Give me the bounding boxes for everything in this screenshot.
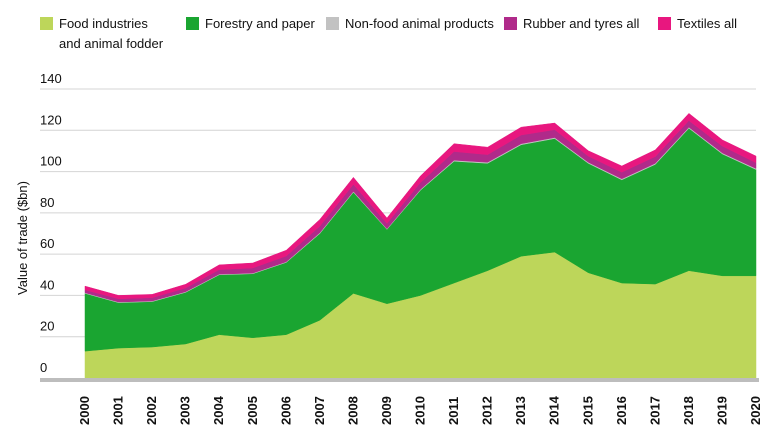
y-tick-label: 100 — [40, 154, 62, 169]
legend-label-textiles: Textiles all — [677, 16, 737, 31]
x-tick-label: 2004 — [211, 395, 226, 425]
y-tick-label: 120 — [40, 112, 62, 127]
legend-label-food-industries: Food industries and animal fodder — [59, 16, 164, 51]
x-axis-ticks: 2000 2001 2002 2003 2004 2005 2006 2007 2008 2009… — [77, 395, 763, 425]
legend-swatch-rubber-tyres — [504, 17, 517, 30]
y-tick-label: 60 — [40, 236, 54, 251]
legend-swatch-food-industries — [40, 17, 53, 30]
legend-item-textiles: Textiles all — [658, 14, 737, 34]
x-tick-label: 2014 — [547, 395, 562, 425]
legend-swatch-textiles — [658, 17, 671, 30]
x-tick-label: 2012 — [480, 396, 495, 425]
x-tick-label: 2002 — [144, 396, 159, 425]
x-tick-label: 2016 — [614, 396, 629, 425]
legend-item-non-food-animal: Non-food animal products — [326, 14, 494, 34]
y-tick-label: 140 — [40, 71, 62, 86]
legend-item-forestry-paper: Forestry and paper — [186, 14, 315, 34]
area-textiles-all — [84, 113, 757, 299]
x-tick-label: 2020 — [748, 396, 763, 425]
x-tick-label: 2005 — [245, 396, 260, 425]
legend-swatch-non-food-animal — [326, 17, 339, 30]
area-series — [84, 113, 757, 379]
x-tick-label: 2015 — [580, 396, 595, 425]
y-tick-label: 0 — [40, 360, 47, 375]
legend: Food industries and animal fodder Forest… — [40, 14, 759, 64]
y-axis-ticks: 0 20 40 60 80 100 120 140 — [40, 71, 62, 375]
x-tick-label: 2013 — [513, 396, 528, 425]
x-tick-label: 2018 — [681, 396, 696, 425]
legend-item-rubber-tyres: Rubber and tyres all — [504, 14, 639, 34]
x-tick-label: 2017 — [647, 396, 662, 425]
x-tick-label: 2003 — [178, 396, 193, 425]
legend-label-rubber-tyres: Rubber and tyres all — [523, 16, 640, 31]
y-tick-label: 80 — [40, 195, 54, 210]
x-tick-label: 2011 — [446, 397, 461, 425]
x-tick-label: 2001 — [111, 396, 126, 425]
x-tick-label: 2000 — [77, 396, 92, 425]
legend-label-non-food-animal: Non-food animal products — [345, 16, 494, 31]
x-tick-label: 2008 — [345, 396, 360, 425]
x-tick-label: 2006 — [278, 396, 293, 425]
legend-item-food-industries: Food industries and animal fodder — [40, 14, 163, 54]
y-tick-label: 40 — [40, 277, 54, 292]
x-tick-label: 2009 — [379, 396, 394, 425]
y-axis-label: Value of trade ($bn) — [15, 181, 30, 295]
x-axis-baseline — [40, 378, 759, 382]
x-tick-label: 2010 — [413, 396, 428, 425]
x-tick-label: 2007 — [312, 396, 327, 425]
legend-swatch-forestry-paper — [186, 17, 199, 30]
x-tick-label: 2019 — [714, 396, 729, 425]
legend-label-forestry-paper: Forestry and paper — [205, 16, 315, 31]
y-tick-label: 20 — [40, 319, 54, 334]
